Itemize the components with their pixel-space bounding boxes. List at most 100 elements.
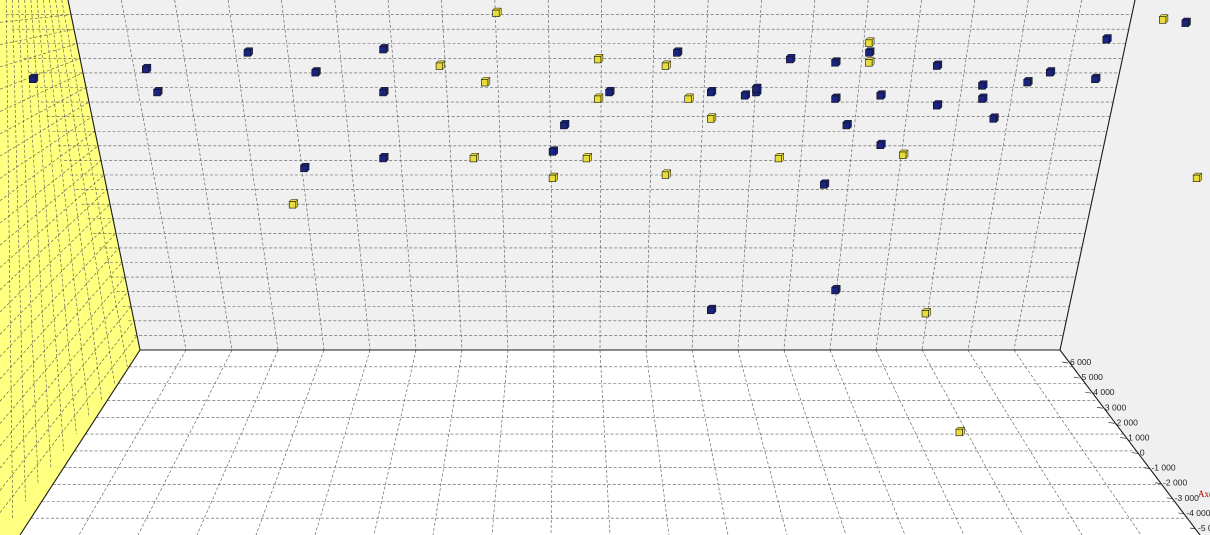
data-point-series-b bbox=[684, 93, 694, 104]
z-axis-tick bbox=[1073, 376, 1080, 379]
z-axis-tick-label: 1 000 bbox=[1128, 432, 1150, 442]
floor-gridline-depth bbox=[314, 349, 371, 535]
floor-plane bbox=[20, 350, 1200, 535]
data-point-series-b bbox=[706, 113, 717, 123]
floor-gridline-depth bbox=[737, 349, 788, 535]
back-wall-gridline-vertical bbox=[645, 0, 656, 351]
side-wall-gridline-horizontal bbox=[0, 101, 90, 157]
floor-gridline-depth bbox=[373, 349, 417, 535]
floor-gridline-depth bbox=[550, 349, 555, 535]
data-point-series-a bbox=[1045, 66, 1056, 77]
data-point-series-a bbox=[876, 89, 887, 100]
data-point-series-a bbox=[830, 56, 841, 67]
data-point-series-b bbox=[661, 60, 672, 71]
side-wall-gridline-horizontal bbox=[0, 203, 111, 313]
z-axis-tick-label: 4 000 bbox=[1093, 387, 1115, 397]
z-axis-tick bbox=[1189, 527, 1197, 530]
data-point-series-a bbox=[830, 93, 841, 104]
data-point-series-b bbox=[1158, 14, 1169, 24]
side-back-edge bbox=[67, 0, 141, 351]
side-wall-gridline-horizontal bbox=[0, 291, 129, 447]
floor-gridline-depth bbox=[432, 349, 463, 535]
side-wall-gridline-horizontal bbox=[0, 160, 102, 246]
back-wall-gridline-vertical bbox=[875, 0, 922, 351]
data-point-series-a bbox=[932, 60, 943, 71]
data-point-series-b bbox=[288, 198, 299, 209]
side-wall-gridline-horizontal bbox=[0, 28, 75, 45]
data-point-series-a bbox=[378, 152, 389, 163]
data-point-series-a bbox=[604, 86, 615, 97]
side-wall-gridline-horizontal bbox=[0, 87, 87, 135]
data-point-series-a bbox=[1023, 76, 1033, 87]
data-point-series-a bbox=[989, 113, 1000, 123]
floor-gridline-depth bbox=[599, 349, 611, 535]
floor-gridline-depth bbox=[645, 349, 670, 535]
back-wall-gridline-vertical bbox=[174, 0, 233, 351]
back-wall-gridline-vertical bbox=[783, 0, 816, 351]
data-point-series-b bbox=[548, 172, 559, 183]
z-axis-tick bbox=[1155, 482, 1162, 485]
back-wall-gridline-vertical bbox=[387, 0, 417, 351]
back-wall-gridline-vertical bbox=[1013, 0, 1082, 351]
z-axis-title: Axe bbox=[1198, 489, 1210, 499]
data-point-series-a bbox=[152, 86, 163, 97]
side-wall-gridline-horizontal bbox=[0, 218, 114, 335]
z-axis-tick-label: -4 000 bbox=[1186, 508, 1210, 518]
z-axis-tick bbox=[1108, 422, 1115, 424]
data-point-series-b bbox=[491, 7, 502, 18]
data-point-series-a bbox=[830, 284, 841, 295]
data-point-series-b bbox=[582, 152, 593, 163]
floor-gridline-depth bbox=[921, 349, 1024, 535]
back-wall-gridline-vertical bbox=[121, 0, 187, 351]
side-wall-gridline-horizontal bbox=[0, 43, 78, 68]
side-wall-gridline-horizontal bbox=[0, 14, 72, 23]
z-axis-tick bbox=[1061, 361, 1069, 364]
data-point-series-a bbox=[243, 47, 254, 57]
data-point-series-a bbox=[864, 47, 875, 57]
floor-gridline-depth bbox=[967, 349, 1083, 535]
data-point-series-a bbox=[28, 73, 39, 84]
data-point-series-a bbox=[977, 80, 988, 90]
data-point-series-a bbox=[378, 43, 389, 54]
data-point-series-b bbox=[898, 149, 909, 160]
floor-gridline-depth bbox=[491, 349, 509, 535]
side-wall-gridline-horizontal bbox=[0, 174, 105, 268]
floor-gridline-depth bbox=[829, 349, 906, 535]
side-wall-gridline-horizontal bbox=[0, 189, 108, 291]
side-wall-gridline-horizontal bbox=[0, 116, 93, 179]
floor-gridline-depth bbox=[783, 349, 847, 535]
data-point-series-a bbox=[977, 93, 988, 104]
side-wall-gridline-horizontal bbox=[0, 72, 84, 112]
z-axis-tick-label: 3 000 bbox=[1105, 402, 1127, 412]
data-point-series-a bbox=[842, 119, 853, 130]
data-point-series-b bbox=[921, 307, 932, 318]
data-point-series-a bbox=[311, 66, 322, 77]
data-point-series-a bbox=[672, 47, 683, 57]
z-axis-tick-label: -5 000 bbox=[1198, 523, 1210, 533]
back-wall-gridline-vertical bbox=[441, 0, 463, 351]
data-point-series-b bbox=[593, 93, 604, 104]
data-point-series-a bbox=[141, 63, 152, 74]
data-point-series-a bbox=[751, 83, 762, 94]
data-point-series-a bbox=[785, 53, 796, 64]
side-wall-gridline-horizontal bbox=[0, 145, 99, 224]
side-wall-gridline-horizontal bbox=[0, 276, 126, 424]
z-axis-tick-label: 6 000 bbox=[1070, 357, 1092, 367]
z-axis-tick-label: 2 000 bbox=[1117, 417, 1139, 427]
z-axis-tick-label: -3 000 bbox=[1175, 493, 1199, 503]
data-point-series-b bbox=[774, 152, 785, 163]
back-right-edge bbox=[1059, 0, 1136, 351]
side-wall-gridline-horizontal bbox=[0, 262, 123, 402]
data-point-series-b bbox=[435, 60, 446, 71]
z-axis-tick bbox=[1131, 452, 1138, 454]
z-axis-tick-label: -2 000 bbox=[1163, 478, 1187, 488]
data-point-series-b bbox=[1192, 172, 1203, 183]
data-point-series-a bbox=[1181, 17, 1192, 28]
back-wall-gridline-vertical bbox=[829, 0, 869, 351]
back-wall-gridline-vertical bbox=[494, 0, 509, 351]
z-axis-tick bbox=[1143, 467, 1150, 469]
side-floor-edge bbox=[19, 349, 141, 535]
z-axis-tick-label: -1 000 bbox=[1151, 463, 1175, 473]
back-wall-gridline-vertical bbox=[737, 0, 762, 351]
